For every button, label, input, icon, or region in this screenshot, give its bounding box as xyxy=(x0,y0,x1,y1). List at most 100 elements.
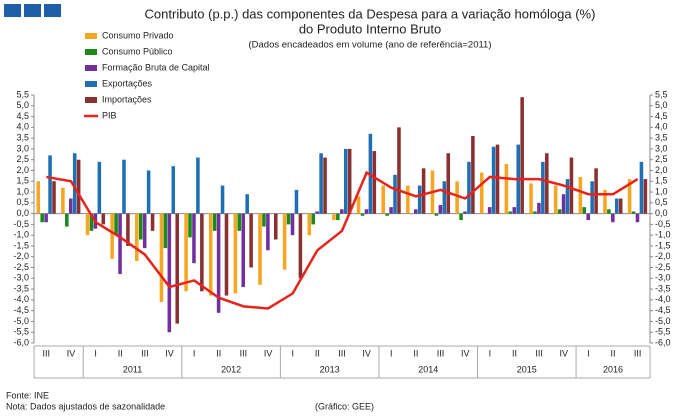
bar xyxy=(188,213,192,238)
x-tick-label: IV xyxy=(264,348,273,358)
bar xyxy=(389,207,393,214)
bar xyxy=(85,213,90,236)
bar xyxy=(282,213,287,270)
y2-tick-label: -0,5 xyxy=(655,219,671,229)
bar xyxy=(639,161,644,214)
bar xyxy=(110,213,114,259)
y-tick-label: -6,0 xyxy=(13,337,29,347)
bar xyxy=(360,213,365,216)
y2-tick-label: -5,0 xyxy=(655,316,671,326)
bar xyxy=(347,148,352,214)
bar xyxy=(553,185,558,214)
chart-subtitle: (Dados encadeados em volume (ano de refe… xyxy=(248,40,491,51)
x-tick-label: II xyxy=(118,348,123,358)
bar xyxy=(97,161,102,214)
bar xyxy=(479,172,484,214)
y2-tick-label: -1,0 xyxy=(655,230,671,240)
y2-tick-label: 1,0 xyxy=(655,186,668,196)
bar xyxy=(175,213,179,324)
bar xyxy=(643,179,648,214)
bar xyxy=(212,213,217,231)
x-tick-label: III xyxy=(634,348,642,358)
bar xyxy=(118,213,122,274)
y-tick-label: -5,5 xyxy=(13,327,29,337)
legend-swatch xyxy=(85,65,97,71)
bar xyxy=(529,183,533,214)
bar xyxy=(44,213,48,223)
bar xyxy=(541,161,545,214)
bar xyxy=(315,211,319,214)
y2-tick-label: 2,5 xyxy=(655,154,668,164)
y2-tick-label: 5,0 xyxy=(655,100,668,110)
bar xyxy=(126,213,130,246)
bar xyxy=(594,168,598,214)
bar xyxy=(208,213,213,296)
bar xyxy=(323,157,327,214)
x-group-label: 2012 xyxy=(221,364,241,374)
y2-tick-label: -3,0 xyxy=(655,273,671,283)
bar xyxy=(114,213,118,236)
bar xyxy=(167,213,172,333)
line-series xyxy=(46,170,639,310)
legend-swatch xyxy=(85,97,97,103)
bar xyxy=(381,185,385,214)
bar xyxy=(569,157,574,214)
x-group-label: 2016 xyxy=(603,364,623,374)
y2-tick-label: 3,5 xyxy=(655,133,668,143)
x-tick-label: II xyxy=(611,348,616,358)
y-tick-label: 5,0 xyxy=(16,100,29,110)
bar xyxy=(434,213,439,216)
y-tick-label: -4,5 xyxy=(13,305,29,315)
legend-swatch xyxy=(85,33,97,39)
bar xyxy=(364,209,369,214)
bar xyxy=(487,207,492,214)
y2-tick-label: 2,0 xyxy=(655,165,668,175)
y-tick-label: -1,5 xyxy=(13,240,29,250)
bar xyxy=(467,161,471,214)
bar xyxy=(146,170,151,214)
bar xyxy=(192,213,196,264)
bar xyxy=(336,213,340,221)
logo-square xyxy=(44,4,61,17)
bar xyxy=(184,213,188,292)
x-tick-label: II xyxy=(413,348,418,358)
x-tick-label: I xyxy=(489,348,492,358)
x-tick-label: I xyxy=(193,348,196,358)
bar xyxy=(68,198,73,214)
bar xyxy=(290,213,295,236)
bar xyxy=(237,213,242,231)
x-group-label: 2014 xyxy=(418,364,438,374)
bar xyxy=(89,213,94,231)
x-tick-label: I xyxy=(94,348,97,358)
y2-tick-label: 0,5 xyxy=(655,197,668,207)
y2-tick-label: 4,0 xyxy=(655,122,668,132)
legend-label: Importações xyxy=(102,94,152,104)
bar xyxy=(245,194,249,214)
bar xyxy=(233,213,238,294)
x-tick-label: III xyxy=(240,348,248,358)
legend-label: Consumo Privado xyxy=(102,30,174,40)
x-tick-label: IV xyxy=(362,348,371,358)
y-tick-label: 2,0 xyxy=(16,165,29,175)
y-tick-label: 4,5 xyxy=(16,111,29,121)
chart-title: do Produto Interno Bruto xyxy=(299,21,441,36)
bar xyxy=(76,159,81,214)
source-note: Fonte: INE xyxy=(6,390,49,400)
y2-tick-label: 4,5 xyxy=(655,111,668,121)
bar xyxy=(294,189,299,214)
bar xyxy=(586,213,590,221)
bar xyxy=(319,153,323,214)
legend-swatch xyxy=(85,81,97,87)
bar xyxy=(332,213,336,221)
bar xyxy=(216,213,221,313)
bar xyxy=(459,213,463,221)
bar xyxy=(627,179,632,214)
bar xyxy=(249,213,253,268)
bar xyxy=(163,213,168,249)
y-tick-label: -1,0 xyxy=(13,230,29,240)
x-tick-label: IV xyxy=(165,348,174,358)
x-tick-label: IV xyxy=(560,348,569,358)
bar xyxy=(224,213,229,296)
bar xyxy=(582,207,587,214)
bar xyxy=(122,159,126,214)
